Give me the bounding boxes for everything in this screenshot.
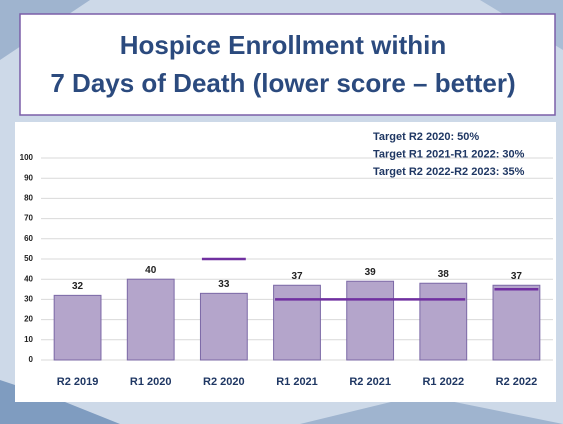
x-tick-label: R1 2020 — [130, 376, 172, 388]
annotation: Target R1 2021-R1 2022: 30% — [373, 148, 525, 160]
y-tick-label: 50 — [24, 254, 33, 263]
value-label: 37 — [291, 271, 303, 282]
bar — [53, 294, 102, 361]
bar — [273, 284, 321, 361]
y-tick-label: 40 — [24, 274, 33, 283]
bar — [126, 278, 175, 361]
y-tick-label: 10 — [24, 335, 33, 344]
value-label: 40 — [145, 265, 157, 276]
x-tick-label: R1 2022 — [422, 376, 464, 388]
x-tick-label: R2 2021 — [349, 376, 391, 388]
x-tick-label: R2 2020 — [203, 376, 245, 388]
y-tick-label: 100 — [20, 153, 34, 162]
value-label: 33 — [218, 279, 230, 290]
x-tick-label: R2 2022 — [496, 376, 538, 388]
chart-title: 7 Days of Death (lower score – better) — [50, 68, 515, 98]
value-label: 38 — [438, 269, 450, 280]
y-tick-label: 90 — [24, 173, 33, 182]
title-box — [19, 13, 556, 116]
y-tick-label: 30 — [24, 295, 33, 304]
x-tick-label: R2 2019 — [57, 376, 99, 388]
annotation: Target R2 2022-R2 2023: 35% — [373, 166, 525, 178]
chart-title: Hospice Enrollment within — [120, 30, 446, 60]
bar — [346, 280, 395, 361]
y-tick-label: 60 — [24, 234, 33, 243]
decoration — [300, 395, 563, 424]
y-tick-label: 80 — [24, 194, 33, 203]
bar — [419, 282, 468, 361]
annotation: Target R2 2020: 50% — [373, 131, 479, 143]
value-label: 39 — [365, 267, 377, 278]
y-tick-label: 0 — [29, 355, 34, 364]
y-tick-label: 20 — [24, 315, 33, 324]
value-label: 37 — [511, 271, 523, 282]
y-tick-label: 70 — [24, 214, 33, 223]
bar — [492, 284, 541, 361]
x-tick-label: R1 2021 — [276, 376, 318, 388]
value-label: 32 — [72, 281, 84, 292]
bar — [199, 292, 248, 361]
